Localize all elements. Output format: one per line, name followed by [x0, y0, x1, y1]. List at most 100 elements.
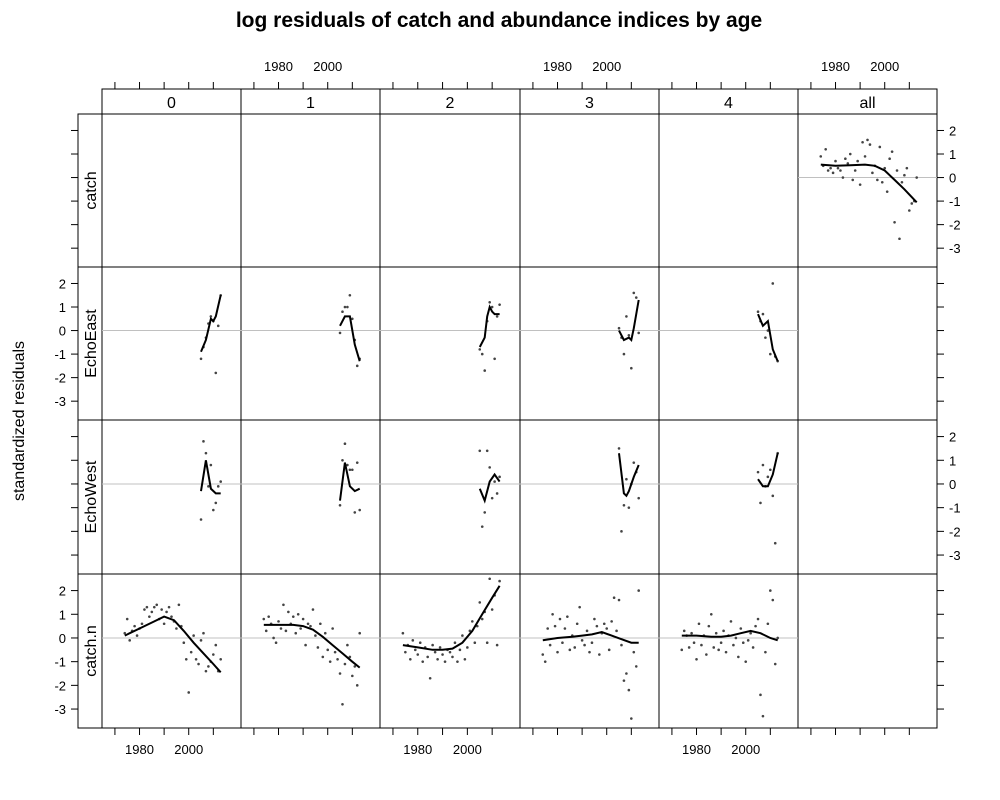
residual-point [625, 315, 628, 318]
residual-point [333, 650, 337, 654]
residual-point [473, 641, 477, 645]
residual-point [707, 624, 711, 628]
residual-point [756, 617, 760, 621]
residual-point [287, 610, 290, 614]
panels-layer: 0 1 2 3 4 all catch EchoEast EchoWest catch.n [77, 88, 938, 729]
residual-point [617, 326, 621, 330]
residual-point [353, 665, 357, 668]
residual-point [453, 641, 457, 645]
panel-EchoWest-0 [102, 440, 241, 521]
residual-point [895, 169, 899, 172]
y-tick-label: 1 [949, 453, 956, 468]
residual-point [150, 610, 154, 614]
residual-point [880, 180, 884, 184]
x-tick-label: 2000 [592, 59, 621, 74]
panel-frame-r3-c1 [240, 573, 381, 729]
residual-point [915, 176, 918, 179]
residual-point [202, 440, 205, 443]
residual-point [764, 336, 767, 339]
residual-point [314, 634, 317, 637]
x-tick-label: 1980 [125, 742, 154, 757]
panel-frame-r2-c1 [240, 419, 381, 575]
residual-point [328, 660, 332, 663]
residual-point [478, 601, 482, 604]
residual-point [764, 650, 767, 654]
residual-point [637, 496, 640, 500]
strip-label-col-2: 2 [446, 95, 455, 112]
residual-point [262, 617, 266, 621]
residual-point [355, 461, 359, 464]
panel-EchoWest-1 [241, 442, 380, 514]
panel-EchoEast-2 [380, 301, 520, 372]
panel-frame-r0-c2 [379, 113, 521, 268]
residual-point [488, 466, 491, 469]
residual-point [841, 176, 845, 179]
strip-label-col-3: 3 [585, 95, 594, 112]
residual-point [341, 310, 344, 314]
residual-point [348, 655, 352, 659]
y-tick-label: 1 [949, 147, 956, 162]
residual-point [617, 447, 621, 450]
y-tick-label: -3 [54, 702, 66, 717]
panel-frame-r0-c5 [797, 113, 938, 268]
residual-point [754, 624, 757, 628]
y-tick-label: -2 [54, 678, 66, 693]
residual-point [890, 150, 894, 153]
residual-point [682, 629, 686, 633]
smooth-line [542, 630, 639, 644]
residual-point [323, 631, 327, 635]
residual-point [759, 693, 762, 697]
panel-frame-r0-c1 [240, 113, 381, 268]
residual-point [348, 293, 352, 297]
residual-point [458, 648, 462, 652]
residual-point [908, 209, 911, 212]
residual-point [883, 166, 887, 170]
strip-label-col-0: 0 [167, 95, 176, 112]
residual-point [443, 660, 447, 663]
residual-point [620, 530, 623, 533]
panel-frame-r0-c3 [519, 113, 660, 268]
panel-EchoEast-0 [102, 293, 241, 375]
residual-point [605, 627, 609, 630]
residual-point [861, 140, 864, 144]
y-tick-label: 1 [59, 607, 66, 622]
residual-point [331, 627, 334, 630]
panel-frame-r2-c4 [658, 419, 799, 575]
residual-point [690, 631, 693, 635]
y-tick-label: -2 [54, 371, 66, 386]
y-tick-label: 2 [949, 123, 956, 138]
residual-point [627, 688, 631, 692]
residual-point [680, 648, 684, 652]
residual-point [483, 511, 487, 514]
residual-point [162, 622, 166, 626]
residual-point [622, 352, 626, 356]
x-tick-label: 2000 [870, 59, 899, 74]
residual-point [309, 624, 312, 628]
strip-label-row-0: catch [83, 171, 100, 209]
residual-point [284, 629, 288, 633]
residual-point [615, 629, 618, 633]
residual-point [630, 366, 633, 370]
residual-point [771, 282, 775, 285]
residual-point [480, 352, 484, 356]
panel-frame-r2-c2 [379, 419, 521, 575]
residual-point [351, 468, 354, 472]
panel-frame-r1-c1 [240, 266, 381, 421]
smooth-line [681, 629, 778, 642]
residual-point [839, 169, 842, 172]
residual-point [306, 622, 310, 626]
residual-point [573, 646, 577, 649]
residual-point [461, 634, 464, 637]
x-tick-label: 1980 [543, 59, 572, 74]
residual-point [485, 641, 489, 645]
residual-point [498, 475, 501, 479]
residual-point [863, 155, 867, 158]
residual-point [578, 605, 581, 609]
smooth-line [263, 623, 361, 669]
residual-point [197, 662, 200, 666]
residual-point [355, 684, 359, 687]
residual-point [346, 643, 349, 647]
x-tick-label: 2000 [174, 742, 203, 757]
residual-point [319, 622, 322, 626]
residual-point [438, 646, 442, 649]
